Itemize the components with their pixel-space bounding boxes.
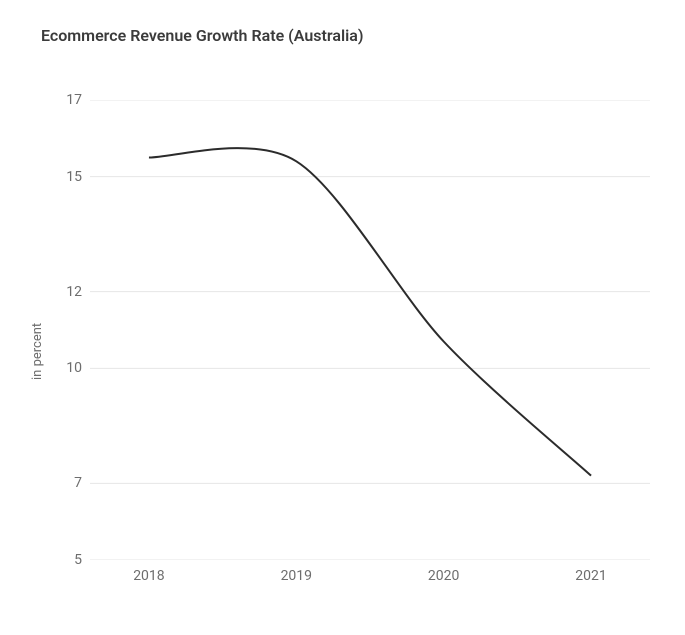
line-chart (90, 100, 650, 560)
xtick-label: 2020 (414, 568, 474, 584)
chart-title: Ecommerce Revenue Growth Rate (Australia… (41, 26, 363, 45)
ytick-label: 17 (52, 92, 82, 108)
ytick-label: 15 (52, 169, 82, 185)
ytick-label: 12 (52, 284, 82, 300)
ytick-label: 10 (52, 360, 82, 376)
ytick-label: 7 (52, 475, 82, 491)
y-axis-label: in percent (30, 323, 45, 380)
xtick-label: 2021 (561, 568, 621, 584)
xtick-label: 2018 (119, 568, 179, 584)
ytick-label: 5 (52, 552, 82, 568)
chart-container: Ecommerce Revenue Growth Rate (Australia… (0, 0, 685, 635)
data-line (149, 148, 591, 476)
xtick-label: 2019 (266, 568, 326, 584)
